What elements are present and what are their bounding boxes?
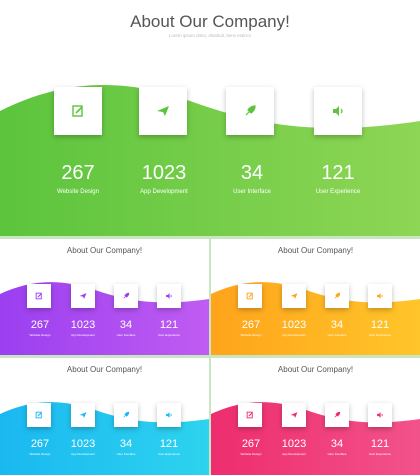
stat-value: 34 [119, 319, 133, 331]
stat-label: App Development [71, 452, 95, 456]
slide-title: About Our Company! [66, 365, 143, 374]
stat-value: 34 [330, 319, 344, 331]
rocket-icon [333, 292, 341, 300]
speaker-icon [165, 411, 173, 419]
stat-value: 267 [241, 319, 261, 331]
stat-label: Website Design [240, 333, 262, 337]
stat-value: 121 [370, 438, 390, 450]
stat-value: 267 [30, 319, 50, 331]
card-user-interface [325, 403, 349, 427]
stat-value: 121 [159, 438, 179, 450]
stat-label: User Interface [327, 333, 347, 337]
paper-plane-icon [157, 106, 169, 116]
paper-plane-icon [290, 411, 298, 419]
card-user-experience [368, 284, 392, 308]
card-app-development [282, 403, 306, 427]
card-user-experience [157, 403, 181, 427]
card-user-experience [314, 87, 362, 135]
card-user-interface [114, 403, 138, 427]
stat-value: 1023 [70, 319, 96, 331]
wave-background [0, 402, 209, 475]
card-website-design [27, 284, 51, 308]
wave-background [0, 282, 209, 355]
edit-icon [35, 411, 43, 419]
card-website-design [27, 403, 51, 427]
slide-title: About Our Company! [277, 246, 354, 255]
stat-label: User Experience [157, 333, 181, 337]
rocket-icon [122, 411, 130, 419]
slide-title: About Our Company! [66, 246, 143, 255]
rocket-icon [333, 411, 341, 419]
stat-value: 34 [240, 162, 264, 184]
speaker-icon [376, 411, 384, 419]
stat-value: 267 [30, 438, 50, 450]
stat-label: User Interface [116, 452, 136, 456]
stat-label: User Experience [368, 452, 392, 456]
edit-icon [72, 105, 83, 117]
rocket-icon [245, 105, 256, 116]
paper-plane-icon [290, 292, 298, 300]
stat-label: User Experience [157, 452, 181, 456]
card-user-experience [368, 403, 392, 427]
stat-label: User Interface [233, 189, 271, 195]
stat-label: Website Design [29, 452, 51, 456]
paper-plane-icon [79, 411, 87, 419]
slide-blue: About Our Company! 267 Website Design 1023 A… [0, 358, 209, 475]
stat-value: 121 [321, 162, 355, 184]
card-website-design [54, 87, 102, 135]
stat-label: App Development [282, 333, 306, 337]
wave-background [211, 402, 420, 475]
card-website-design [238, 284, 262, 308]
paper-plane-icon [79, 292, 87, 300]
speaker-icon [165, 292, 173, 300]
stat-label: App Development [71, 333, 95, 337]
card-website-design [238, 403, 262, 427]
edit-icon [35, 292, 43, 300]
stat-label: User Experience [315, 189, 361, 195]
slide-main-green: About Our Company! Lorem ipsum dolor, di… [0, 0, 420, 236]
stat-value: 121 [159, 319, 179, 331]
card-app-development [282, 284, 306, 308]
slide-title: About Our Company! [130, 12, 290, 31]
card-app-development [139, 87, 187, 135]
stat-value: 1023 [281, 319, 307, 331]
stat-label: Website Design [240, 452, 262, 456]
stat-value: 1023 [281, 438, 307, 450]
stat-label: Website Design [29, 333, 51, 337]
stat-value: 34 [330, 438, 344, 450]
wave-background [211, 282, 420, 355]
card-app-development [71, 284, 95, 308]
stat-label: User Interface [116, 333, 136, 337]
stat-value: 267 [61, 162, 95, 184]
stat-label: Website Design [57, 189, 99, 195]
card-user-experience [157, 284, 181, 308]
stat-value: 121 [370, 319, 390, 331]
stat-value: 34 [119, 438, 133, 450]
card-user-interface [325, 284, 349, 308]
card-user-interface [114, 284, 138, 308]
edit-icon [246, 411, 254, 419]
speaker-icon [376, 292, 384, 300]
card-user-interface [226, 87, 274, 135]
edit-icon [246, 292, 254, 300]
slide-subtitle: Lorem ipsum dolor, disabuit, tiens estir… [168, 33, 252, 38]
stat-value: 1023 [70, 438, 96, 450]
stat-value: 267 [241, 438, 261, 450]
slide-orange: About Our Company! 267 Website Design 1023 A… [211, 239, 420, 355]
stat-label: User Experience [368, 333, 392, 337]
stat-label: User Interface [327, 452, 347, 456]
slide-pink: About Our Company! 267 Website Design 1023 A… [211, 358, 420, 475]
wave-background [0, 85, 420, 236]
card-app-development [71, 403, 95, 427]
slide-title: About Our Company! [277, 365, 354, 374]
stat-value: 1023 [141, 162, 187, 184]
rocket-icon [122, 292, 130, 300]
stat-label: App Development [140, 189, 188, 195]
slide-purple: About Our Company! 267 Website Design 1023 A… [0, 239, 209, 355]
stat-label: App Development [282, 452, 306, 456]
speaker-icon [333, 106, 343, 116]
